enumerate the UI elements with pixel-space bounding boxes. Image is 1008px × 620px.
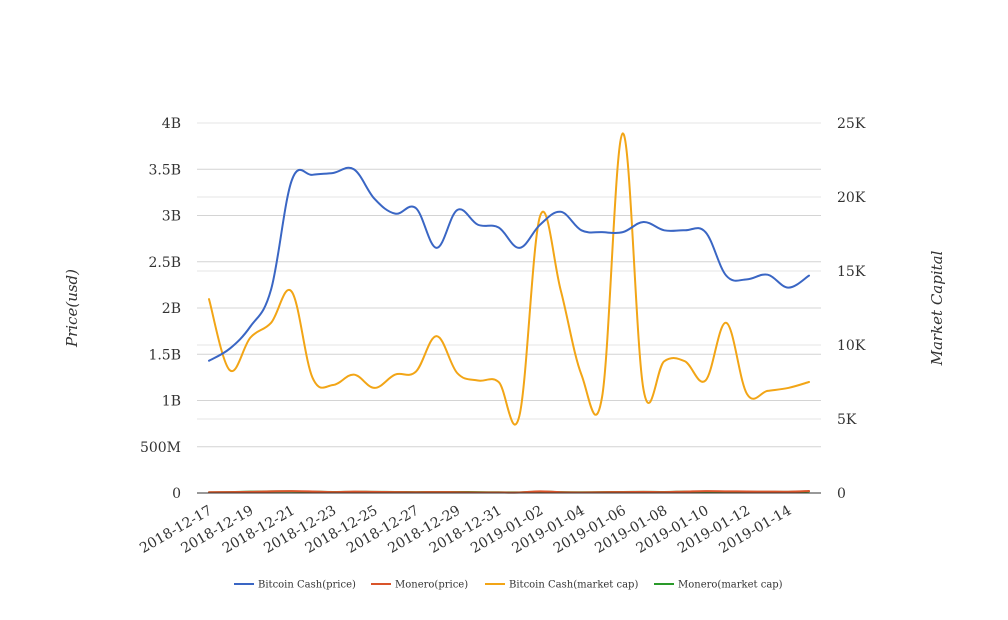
y-axis-title-right: Market Capital [928, 250, 946, 366]
series-lines [208, 132, 810, 494]
right-axis-ticks: 0 5K 10K 15K 20K 25K [837, 116, 866, 502]
series-line-bitcoin-cash-market-cap [208, 132, 810, 426]
right-tick-label: 15K [837, 264, 866, 280]
series-line-bitcoin-cash-price [208, 166, 810, 362]
left-tick-label: 500M [140, 440, 181, 456]
left-tick-label: 0 [172, 486, 181, 502]
legend-label: Bitcoin Cash(market cap) [509, 580, 638, 591]
left-tick-label: 1B [162, 394, 181, 410]
left-axis-ticks: 0 500M 1B 1.5B 2B 2.5B 3B 3.5B 4B [140, 116, 181, 502]
right-tick-label: 10K [837, 338, 866, 354]
left-tick-label: 3.5B [148, 162, 181, 178]
legend-label: Monero(price) [395, 580, 468, 591]
y-axis-title-left: Price(usd) [63, 269, 81, 348]
left-tick-label: 2.5B [148, 255, 181, 271]
right-tick-label: 20K [837, 190, 866, 206]
legend-label: Monero(market cap) [678, 580, 783, 591]
right-tick-label: 25K [837, 116, 866, 132]
left-tick-label: 3B [162, 209, 181, 225]
grid-lines [197, 122, 821, 448]
legend-label: Bitcoin Cash(price) [258, 580, 356, 591]
left-tick-label: 2B [162, 301, 181, 317]
right-tick-label: 5K [837, 412, 857, 428]
x-axis-ticks: 2018-12-172018-12-192018-12-212018-12-23… [137, 503, 794, 557]
right-tick-label: 0 [837, 486, 846, 502]
left-tick-label: 1.5B [148, 347, 181, 363]
left-tick-label: 4B [162, 116, 181, 132]
legend: Bitcoin Cash(price) Monero(price) Bitcoin … [234, 580, 783, 591]
